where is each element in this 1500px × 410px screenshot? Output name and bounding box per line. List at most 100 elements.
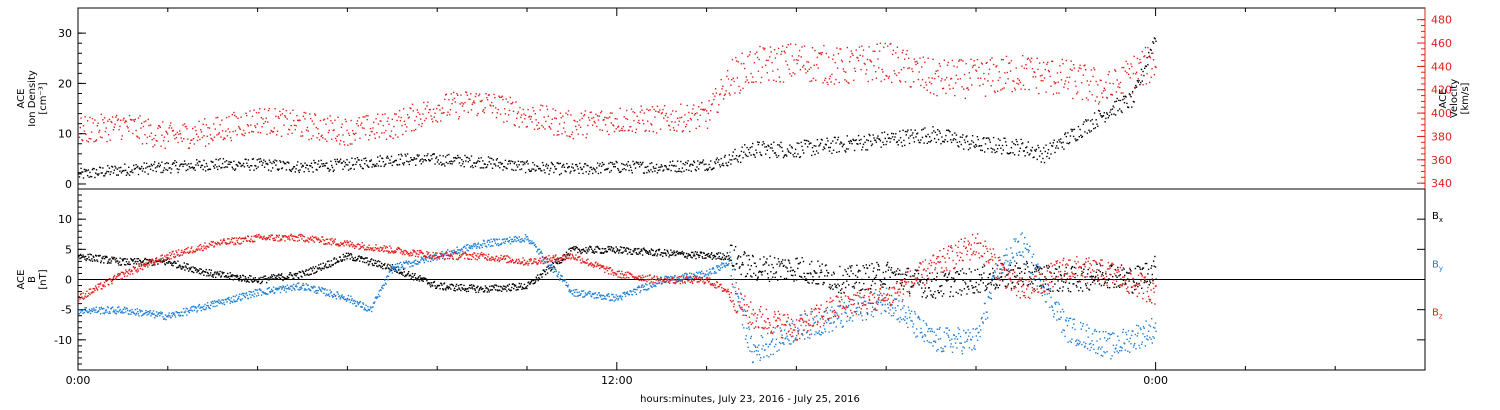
- data-point: [517, 288, 519, 291]
- data-point: [452, 285, 454, 287]
- data-point: [641, 109, 643, 111]
- data-point: [369, 160, 372, 162]
- data-point: [785, 60, 787, 62]
- data-point: [1106, 113, 1109, 115]
- data-point: [1094, 100, 1097, 102]
- data-point: [199, 268, 201, 270]
- data-point: [366, 164, 368, 166]
- data-point: [123, 117, 125, 119]
- data-point: [553, 265, 555, 268]
- y-tick-label-right: 400: [1431, 107, 1452, 120]
- data-point: [384, 164, 386, 166]
- data-point: [876, 43, 878, 45]
- data-point: [957, 145, 959, 147]
- data-point: [596, 251, 598, 253]
- data-point: [700, 252, 702, 254]
- data-point: [580, 168, 583, 171]
- data-point: [963, 148, 965, 150]
- data-point: [149, 168, 152, 170]
- data-point: [1043, 147, 1045, 149]
- data-point: [678, 252, 681, 254]
- data-point: [610, 246, 612, 248]
- data-point: [385, 157, 388, 159]
- data-point: [618, 130, 621, 132]
- data-point: [752, 81, 755, 83]
- data-point: [887, 261, 889, 264]
- data-point: [1138, 62, 1140, 64]
- data-point: [899, 81, 902, 83]
- data-point: [84, 309, 87, 312]
- data-point: [387, 267, 390, 269]
- data-point: [576, 247, 578, 249]
- data-point: [554, 261, 556, 263]
- data-point: [681, 131, 684, 133]
- data-point: [739, 89, 742, 91]
- data-point: [505, 98, 507, 100]
- data-point: [952, 139, 954, 141]
- data-point: [376, 131, 378, 134]
- data-point: [834, 286, 837, 288]
- data-point: [1093, 279, 1096, 282]
- data-point: [829, 283, 831, 286]
- data-point: [939, 285, 942, 287]
- data-point: [1070, 128, 1072, 131]
- data-point: [664, 165, 667, 167]
- data-point: [140, 127, 142, 129]
- data-point: [402, 108, 405, 110]
- data-point: [168, 312, 170, 314]
- data-point: [1121, 111, 1123, 114]
- data-point: [145, 167, 147, 169]
- data-point: [629, 248, 632, 251]
- data-point: [1046, 63, 1048, 65]
- data-point: [461, 163, 464, 165]
- data-point: [554, 165, 556, 168]
- data-point: [242, 294, 245, 297]
- data-point: [1063, 86, 1065, 88]
- data-point: [535, 276, 537, 278]
- data-point: [878, 50, 881, 52]
- data-point: [320, 135, 322, 137]
- data-point: [888, 137, 890, 139]
- data-point: [560, 172, 562, 175]
- data-point: [860, 138, 862, 141]
- data-point: [128, 114, 131, 117]
- data-point: [880, 281, 883, 283]
- data-point: [307, 284, 309, 286]
- data-point: [205, 268, 207, 271]
- data-point: [196, 309, 199, 312]
- data-point: [257, 294, 260, 296]
- data-point: [239, 162, 241, 165]
- data-point: [1141, 287, 1143, 289]
- data-point: [326, 267, 328, 269]
- data-point: [949, 131, 951, 133]
- data-point: [1001, 88, 1004, 90]
- data-point: [714, 95, 716, 97]
- data-point: [982, 83, 984, 85]
- data-point: [936, 272, 939, 274]
- data-point: [1022, 142, 1024, 144]
- data-point: [1142, 70, 1144, 73]
- data-point: [918, 141, 920, 144]
- data-point: [442, 112, 444, 114]
- data-point: [775, 272, 777, 274]
- data-point: [1015, 276, 1017, 278]
- data-point: [869, 59, 871, 61]
- data-point: [1001, 144, 1004, 147]
- data-point: [641, 254, 644, 256]
- data-point: [1105, 81, 1107, 84]
- data-point: [202, 123, 204, 125]
- data-point: [306, 289, 308, 291]
- data-point: [780, 275, 782, 278]
- data-point: [1111, 94, 1114, 96]
- data-point: [166, 162, 168, 164]
- data-point: [158, 125, 161, 127]
- data-point: [687, 120, 689, 122]
- data-point: [1034, 150, 1037, 152]
- data-point: [819, 271, 822, 274]
- data-point: [483, 291, 485, 293]
- data-point: [306, 164, 309, 166]
- data-point: [706, 110, 708, 112]
- data-point: [839, 289, 842, 292]
- data-point: [1120, 110, 1122, 112]
- data-point: [786, 267, 788, 269]
